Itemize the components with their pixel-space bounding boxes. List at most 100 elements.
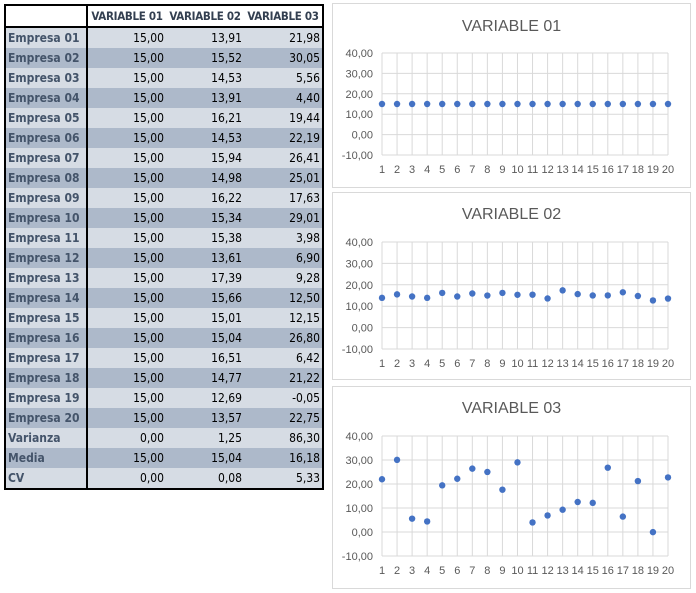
cell-value: 21,98 [244, 27, 324, 48]
cell-value: 0,08 [166, 468, 244, 490]
x-tick-label: 9 [499, 164, 505, 176]
x-tick-label: 11 [527, 358, 538, 370]
x-tick-label: 19 [647, 358, 659, 370]
data-point [378, 100, 386, 108]
data-point [604, 464, 611, 471]
table-row: CV 0,00 0,08 5,33 [4, 468, 324, 490]
cell-value: 26,80 [244, 328, 324, 348]
cell-value: 9,28 [244, 268, 324, 288]
chart-variable-01: 40,00 30,00 20,00 10,00 0,00 -10,00 1 2 3 4 5 6 7 8 9 1… [332, 3, 691, 188]
data-point [619, 513, 627, 520]
x-tick-label: 8 [484, 358, 490, 370]
x-tick-label: 15 [587, 358, 599, 370]
y-tick-label: 40,00 [345, 237, 373, 249]
table-row: Empresa 14 15,00 15,66 12,50 [4, 288, 324, 308]
column-header [4, 4, 88, 28]
x-tick-label: 7 [469, 565, 475, 577]
cell-value: 0,00 [87, 428, 166, 448]
cell-value: 15,52 [166, 48, 244, 68]
cell-value: 16,22 [166, 188, 244, 208]
data-point [529, 100, 536, 108]
data-point [664, 100, 672, 108]
x-tick-label: 2 [394, 164, 400, 176]
x-tick-label: 12 [541, 565, 553, 577]
cell-value: 17,39 [166, 268, 244, 288]
cell-value: 15,34 [166, 208, 244, 228]
cell-value: 5,33 [244, 468, 324, 490]
cell-value: 15,04 [166, 328, 244, 348]
data-point [574, 100, 581, 108]
table-row: Empresa 05 15,00 16,21 19,44 [4, 108, 324, 128]
cell-value: -0,05 [244, 388, 324, 408]
x-tick-label: 18 [632, 565, 644, 577]
x-tick-label: 9 [499, 358, 505, 370]
row-label: Empresa 12 [4, 248, 88, 268]
data-point [559, 100, 566, 108]
x-tick-label: 15 [587, 164, 599, 176]
cell-value: 12,50 [244, 288, 324, 308]
data-point [454, 100, 461, 108]
y-tick-label: 10,00 [345, 109, 373, 121]
row-label: Empresa 02 [4, 48, 88, 68]
cell-value: 12,15 [244, 308, 324, 328]
row-label: Empresa 08 [4, 168, 88, 188]
row-label: Varianza [4, 428, 88, 448]
cell-value: 25,01 [244, 168, 324, 188]
chart-variable-03: 40,00 30,00 20,00 10,00 0,00 -10,00 1 2 3 4 5 6 7 8 9 1… [332, 386, 691, 589]
data-point [664, 474, 672, 481]
x-tick-label: 5 [439, 358, 445, 370]
data-point [604, 100, 611, 108]
x-tick-label: 13 [557, 358, 569, 370]
table-row: Empresa 13 15,00 17,39 9,28 [4, 268, 324, 288]
y-tick-label: 40,00 [345, 431, 373, 443]
x-tick-label: 17 [617, 358, 629, 370]
x-tick-label: 3 [409, 358, 415, 370]
data-point [649, 100, 657, 108]
x-tick-label: 10 [511, 565, 523, 577]
cell-value: 1,25 [166, 428, 244, 448]
table-row: Empresa 04 15,00 13,91 4,40 [4, 88, 324, 108]
row-label: Empresa 15 [4, 308, 88, 328]
cell-value: 14,77 [166, 368, 244, 388]
y-tick-label: 20,00 [345, 479, 373, 491]
cell-value: 15,00 [87, 328, 166, 348]
table-row: Media 15,00 15,04 16,18 [4, 448, 324, 468]
data-point [634, 292, 642, 300]
x-tick-label: 18 [632, 164, 644, 176]
y-tick-label: 40,00 [345, 48, 373, 60]
data-point [544, 295, 551, 302]
x-tick-label: 5 [439, 565, 445, 577]
table-row: Empresa 03 15,00 14,53 5,56 [4, 68, 324, 88]
cell-value: 3,98 [244, 228, 324, 248]
x-tick-label: 6 [454, 164, 460, 176]
data-point [544, 512, 551, 519]
row-label: Empresa 14 [4, 288, 88, 308]
data-point [378, 294, 386, 302]
x-tick-label: 3 [409, 565, 415, 577]
data-point [423, 294, 431, 302]
cell-value: 15,94 [166, 148, 244, 168]
x-tick-label: 8 [484, 164, 490, 176]
cell-value: 15,04 [166, 448, 244, 468]
y-tick-label: 0,00 [352, 130, 373, 142]
x-tick-label: 19 [647, 164, 659, 176]
y-tick-label: 10,00 [345, 301, 373, 313]
data-point [634, 477, 642, 485]
row-label: Empresa 06 [4, 128, 88, 148]
row-label: Empresa 04 [4, 88, 88, 108]
row-label: Empresa 01 [4, 27, 88, 48]
row-label: Empresa 05 [4, 108, 88, 128]
cell-value: 13,57 [166, 408, 244, 428]
cell-value: 14,98 [166, 168, 244, 188]
table-row: Empresa 02 15,00 15,52 30,05 [4, 48, 324, 68]
chart-variable-02: 40,00 30,00 20,00 10,00 0,00 -10,00 1 2 3 4 5 6 7 8 9 1… [332, 192, 691, 380]
x-tick-label: 20 [662, 565, 674, 577]
x-tick-label: 12 [541, 164, 553, 176]
cell-value: 15,01 [166, 308, 244, 328]
data-point [589, 499, 596, 507]
y-tick-label: -10,00 [342, 344, 373, 356]
data-point [408, 293, 416, 300]
row-label: Empresa 18 [4, 368, 88, 388]
data-point [439, 289, 446, 297]
cell-value: 17,63 [244, 188, 324, 208]
